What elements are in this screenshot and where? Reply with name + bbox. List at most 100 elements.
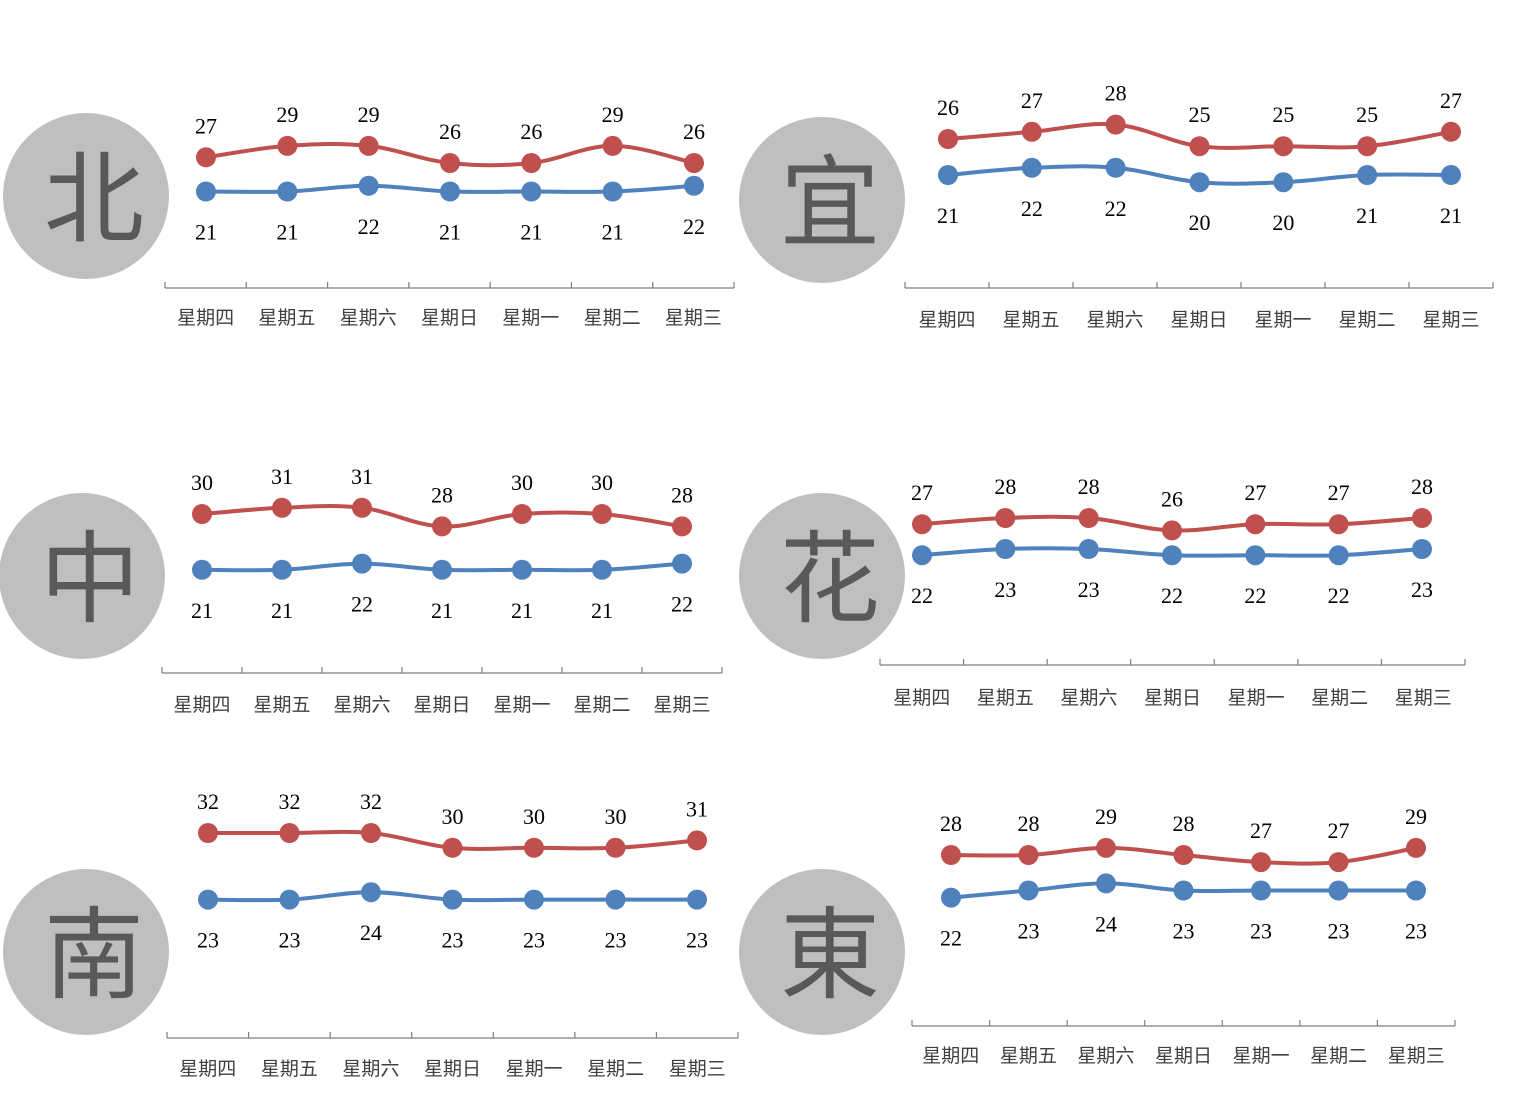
low-temperature-label: 21 <box>511 598 533 623</box>
x-tick-label: 星期五 <box>258 307 315 329</box>
x-tick-label: 星期四 <box>173 694 230 716</box>
high-temperature-point <box>442 837 463 858</box>
region-badge <box>3 869 169 1035</box>
region-badge <box>739 493 905 659</box>
high-temperature-label: 25 <box>1189 102 1211 127</box>
high-temperature-point <box>521 153 542 173</box>
x-tick-label: 星期一 <box>1254 309 1311 331</box>
high-temperature-label: 29 <box>1095 804 1117 829</box>
low-temperature-point <box>524 889 544 910</box>
low-temperature-label: 23 <box>197 928 219 953</box>
x-tick-label: 星期二 <box>584 307 641 329</box>
x-tick-label: 星期二 <box>573 694 630 716</box>
low-temperature-point <box>1173 880 1194 901</box>
x-tick-label: 星期一 <box>1233 1045 1290 1067</box>
high-temperature-point <box>440 153 460 173</box>
high-temperature-label: 27 <box>1440 88 1462 113</box>
high-temperature-label: 28 <box>671 482 693 507</box>
low-temperature-point <box>1021 157 1042 178</box>
low-temperature-point <box>1189 172 1210 193</box>
x-tick-label: 星期日 <box>424 1058 481 1080</box>
high-temperature-label: 27 <box>1244 480 1266 505</box>
high-temperature-label: 28 <box>1173 811 1195 836</box>
low-temperature-label: 23 <box>442 928 464 953</box>
high-temperature-label: 31 <box>271 464 293 489</box>
x-tick-label: 星期五 <box>1000 1045 1057 1067</box>
high-temperature-point <box>941 845 961 865</box>
high-temperature-label: 30 <box>511 470 533 495</box>
region-badge-label: 中 <box>40 521 140 638</box>
x-tick-label: 星期日 <box>1155 1045 1212 1067</box>
high-temperature-label: 26 <box>937 95 959 120</box>
low-temperature-label: 23 <box>1250 919 1272 944</box>
high-temperature-label: 31 <box>351 464 373 489</box>
low-temperature-point <box>442 889 463 910</box>
low-temperature-point <box>440 181 460 202</box>
high-temperature-point <box>912 514 932 535</box>
low-temperature-label: 23 <box>1328 919 1350 944</box>
low-temperature-point <box>512 559 532 580</box>
x-tick-label: 星期四 <box>177 307 234 329</box>
high-temperature-label: 28 <box>431 482 453 507</box>
high-temperature-point <box>1406 837 1426 858</box>
low-temperature-label: 22 <box>671 592 693 617</box>
x-tick-label: 星期六 <box>1077 1045 1134 1067</box>
x-tick-label: 星期六 <box>1086 309 1143 331</box>
high-temperature-point <box>938 129 958 149</box>
region-badge-label: 花 <box>780 521 880 638</box>
low-temperature-label: 21 <box>439 220 461 245</box>
low-temperature-label: 22 <box>1105 196 1127 221</box>
low-temperature-point <box>1273 172 1294 193</box>
high-temperature-label: 29 <box>358 102 380 127</box>
low-temperature-label: 23 <box>1078 577 1100 602</box>
high-temperature-label: 27 <box>195 113 217 138</box>
x-tick-label: 星期日 <box>1144 687 1201 709</box>
low-temperature-point <box>1245 545 1266 566</box>
low-temperature-label: 22 <box>683 214 705 239</box>
high-temperature-point <box>1441 121 1461 142</box>
high-temperature-label: 28 <box>940 811 962 836</box>
x-tick-label: 星期二 <box>1310 1045 1367 1067</box>
high-temperature-label: 28 <box>994 474 1016 499</box>
low-temperature-point <box>1406 880 1426 901</box>
x-tick-label: 星期四 <box>893 687 950 709</box>
low-temperature-label: 22 <box>940 926 962 951</box>
high-temperature-point <box>358 135 379 156</box>
low-temperature-point <box>198 889 218 910</box>
high-temperature-point <box>1245 514 1266 535</box>
low-temperature-point <box>995 539 1016 559</box>
high-temperature-label: 27 <box>1021 88 1043 113</box>
high-temperature-point <box>1412 508 1432 528</box>
low-temperature-point <box>1251 880 1271 901</box>
x-tick-label: 星期一 <box>1228 687 1285 709</box>
high-temperature-point <box>1018 845 1039 865</box>
high-temperature-point <box>1173 845 1194 865</box>
high-temperature-label: 29 <box>276 102 298 127</box>
x-tick-label: 星期二 <box>1311 687 1368 709</box>
low-temperature-label: 24 <box>1095 911 1117 936</box>
low-temperature-label: 21 <box>191 598 213 623</box>
high-temperature-label: 32 <box>279 789 301 814</box>
x-tick-label: 星期六 <box>340 307 397 329</box>
x-tick-label: 星期五 <box>253 694 310 716</box>
low-temperature-label: 23 <box>686 928 708 953</box>
low-temperature-point <box>192 559 212 580</box>
high-temperature-label: 32 <box>360 789 382 814</box>
high-temperature-point <box>361 823 381 843</box>
high-temperature-point <box>605 837 626 858</box>
low-temperature-point <box>279 889 300 910</box>
low-temperature-point <box>1162 545 1182 566</box>
high-temperature-point <box>995 508 1016 528</box>
low-temperature-point <box>432 559 452 580</box>
low-temperature-point <box>672 553 692 574</box>
high-temperature-point <box>1328 514 1349 535</box>
high-temperature-label: 29 <box>602 102 624 127</box>
high-temperature-point <box>277 135 298 156</box>
high-temperature-label: 26 <box>439 119 461 144</box>
high-temperature-point <box>1328 852 1349 873</box>
low-temperature-point <box>358 175 379 196</box>
x-tick-label: 星期二 <box>1338 309 1395 331</box>
